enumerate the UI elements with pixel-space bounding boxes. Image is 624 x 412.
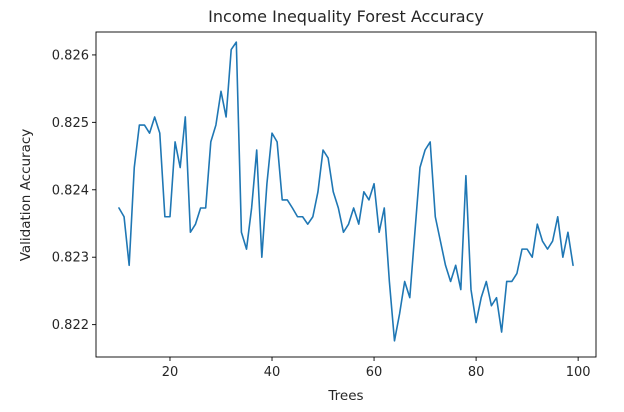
plot-frame xyxy=(95,31,597,358)
x-tick-label: 20 xyxy=(162,365,179,380)
plot-area: 20 40 60 80 100 0.822 0.823 0.824 0.825 0.826 xyxy=(52,31,597,380)
series-line xyxy=(118,41,574,342)
y-tick-label: 0.825 xyxy=(52,116,89,131)
x-tick-label: 80 xyxy=(468,365,485,380)
y-tick-label: 0.823 xyxy=(52,251,89,266)
y-axis-label: Validation Accuracy xyxy=(18,129,34,262)
y-tick-label: 0.822 xyxy=(52,318,89,333)
x-axis-label: Trees xyxy=(327,388,363,404)
y-tick-label: 0.824 xyxy=(52,183,89,198)
x-tick-label: 40 xyxy=(264,365,281,380)
x-tick-label: 60 xyxy=(366,365,383,380)
y-tick-label: 0.826 xyxy=(52,48,89,63)
chart-title: Income Inequality Forest Accuracy xyxy=(208,7,484,26)
x-tick-label: 100 xyxy=(566,365,591,380)
